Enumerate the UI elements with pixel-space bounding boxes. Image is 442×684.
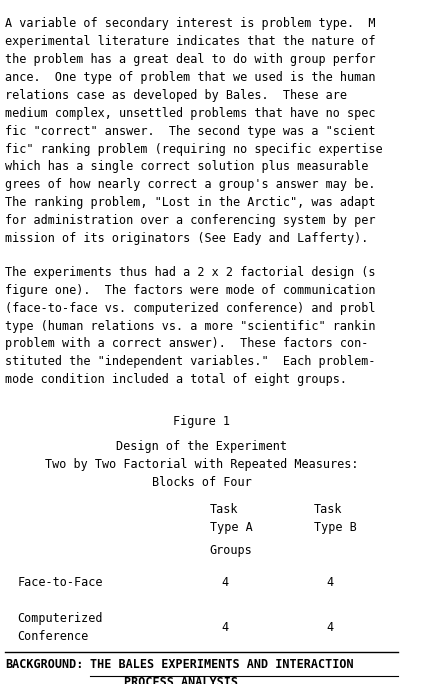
Text: relations case as developed by Bales.  These are: relations case as developed by Bales. Th…	[5, 89, 347, 102]
Text: Blocks of Four: Blocks of Four	[152, 476, 251, 489]
Text: stituted the "independent variables."  Each problem-: stituted the "independent variables." Ea…	[5, 356, 376, 369]
Text: BACKGROUND:: BACKGROUND:	[5, 658, 84, 671]
Text: Groups: Groups	[210, 544, 252, 557]
Text: Design of the Experiment: Design of the Experiment	[116, 440, 287, 453]
Text: mode condition included a total of eight groups.: mode condition included a total of eight…	[5, 373, 347, 386]
Text: grees of how nearly correct a group's answer may be.: grees of how nearly correct a group's an…	[5, 179, 376, 192]
Text: which has a single correct solution plus measurable: which has a single correct solution plus…	[5, 161, 369, 174]
Text: medium complex, unsettled problems that have no spec: medium complex, unsettled problems that …	[5, 107, 376, 120]
Text: problem with a correct answer).  These factors con-: problem with a correct answer). These fa…	[5, 337, 369, 350]
Text: (face-to-face vs. computerized conference) and probl: (face-to-face vs. computerized conferenc…	[5, 302, 376, 315]
Text: for administration over a conferencing system by per: for administration over a conferencing s…	[5, 214, 376, 227]
Text: 4: 4	[222, 621, 229, 634]
Text: figure one).  The factors were mode of communication: figure one). The factors were mode of co…	[5, 284, 376, 297]
Text: Face-to-Face: Face-to-Face	[17, 577, 103, 590]
Text: fic" ranking problem (requiring no specific expertise: fic" ranking problem (requiring no speci…	[5, 142, 383, 155]
Text: PROCESS ANALYSIS: PROCESS ANALYSIS	[124, 676, 238, 684]
Text: Conference: Conference	[17, 630, 89, 643]
Text: ance.  One type of problem that we used is the human: ance. One type of problem that we used i…	[5, 71, 376, 84]
Text: The ranking problem, "Lost in the Arctic", was adapt: The ranking problem, "Lost in the Arctic…	[5, 196, 376, 209]
Text: THE BALES EXPERIMENTS AND INTERACTION: THE BALES EXPERIMENTS AND INTERACTION	[90, 658, 353, 671]
Text: A variable of secondary interest is problem type.  M: A variable of secondary interest is prob…	[5, 17, 376, 30]
Text: the problem has a great deal to do with group perfor: the problem has a great deal to do with …	[5, 53, 376, 66]
Text: 4: 4	[222, 577, 229, 590]
Text: Type B: Type B	[314, 521, 357, 534]
Text: 4: 4	[326, 577, 333, 590]
Text: Task: Task	[314, 503, 343, 516]
Text: Figure 1: Figure 1	[173, 415, 230, 428]
Text: experimental literature indicates that the nature of: experimental literature indicates that t…	[5, 36, 376, 49]
Text: fic "correct" answer.  The second type was a "scient: fic "correct" answer. The second type wa…	[5, 124, 376, 137]
Text: type (human relations vs. a more "scientific" rankin: type (human relations vs. a more "scient…	[5, 319, 376, 332]
Text: mission of its originators (See Eady and Lafferty).: mission of its originators (See Eady and…	[5, 232, 369, 245]
Text: The experiments thus had a 2 x 2 factorial design (s: The experiments thus had a 2 x 2 factori…	[5, 266, 376, 279]
Text: Task: Task	[210, 503, 238, 516]
Text: Computerized: Computerized	[17, 612, 103, 625]
Text: Two by Two Factorial with Repeated Measures:: Two by Two Factorial with Repeated Measu…	[45, 458, 358, 471]
Text: 4: 4	[326, 621, 333, 634]
Text: Type A: Type A	[210, 521, 252, 534]
